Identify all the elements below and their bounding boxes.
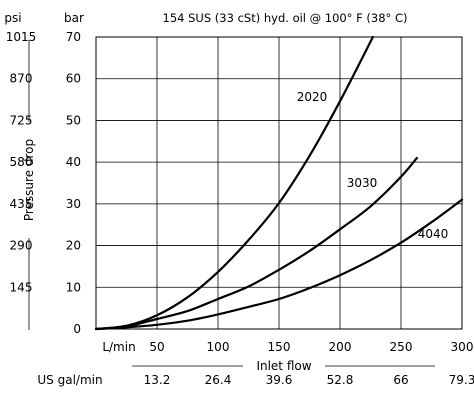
y-tick-label-bar: 20 (66, 239, 81, 253)
x-tick-label-usgpm: 13.2 (144, 373, 171, 387)
x-tick-label-lmin: 300 (451, 340, 474, 354)
series-curve-4040 (94, 198, 464, 331)
y-tick-label-psi: 580 (10, 155, 33, 169)
y-tick-label-bar: 50 (66, 113, 81, 127)
y-tick-label-psi: 145 (10, 280, 33, 294)
series-curve-3030 (94, 156, 418, 331)
y-axis-title: Pressure drop (22, 139, 36, 221)
x-unit-usgpm: US gal/min (37, 373, 102, 387)
y-tick-label-psi: 1015 (6, 30, 37, 44)
series-label-2020: 2020 (297, 90, 328, 104)
y-tick-label-psi: 290 (10, 239, 33, 253)
tick-labels: 0 10 145 20 290 30 435 40 580 50 725 60 870 70 1015 50 1… (6, 30, 474, 387)
x-tick-label-lmin: 200 (329, 340, 352, 354)
plot-frame (95, 36, 463, 330)
y-tick-label-bar: 30 (66, 197, 81, 211)
x-tick-label-lmin: 100 (207, 340, 230, 354)
y-unit-bar: bar (64, 11, 84, 25)
y-tick-label-psi: 435 (10, 197, 33, 211)
y-tick-label-psi: 725 (10, 113, 33, 127)
series-label-3030: 3030 (347, 176, 378, 190)
grid-lines (96, 37, 462, 329)
y-tick-label-bar: 70 (66, 30, 81, 44)
y-tick-label-bar: 0 (73, 322, 81, 336)
x-tick-label-usgpm: 26.4 (205, 373, 232, 387)
x-tick-label-lmin: 150 (268, 340, 291, 354)
x-tick-label-lmin: 250 (390, 340, 413, 354)
chart-title: 154 SUS (33 cSt) hyd. oil @ 100° F (38° … (163, 11, 408, 25)
y-unit-psi: psi (4, 11, 21, 25)
x-tick-label-usgpm: 52.8 (327, 373, 354, 387)
y-tick-label-psi: 870 (10, 72, 33, 86)
x-tick-label-usgpm: 39.6 (266, 373, 293, 387)
x-axis-title: Inlet flow (256, 359, 311, 373)
series-curves: 2020 3030 4040 (94, 35, 464, 331)
x-tick-label-usgpm: 79.3 (449, 373, 474, 387)
y-tick-label-bar: 40 (66, 155, 81, 169)
x-tick-label-usgpm: 66 (393, 373, 408, 387)
y-tick-label-bar: 10 (66, 280, 81, 294)
y-tick-label-bar: 60 (66, 72, 81, 86)
x-tick-label-lmin: 50 (149, 340, 164, 354)
series-curve-2020 (94, 35, 374, 331)
x-unit-lmin: L/min (102, 340, 135, 354)
series-label-4040: 4040 (418, 227, 449, 241)
